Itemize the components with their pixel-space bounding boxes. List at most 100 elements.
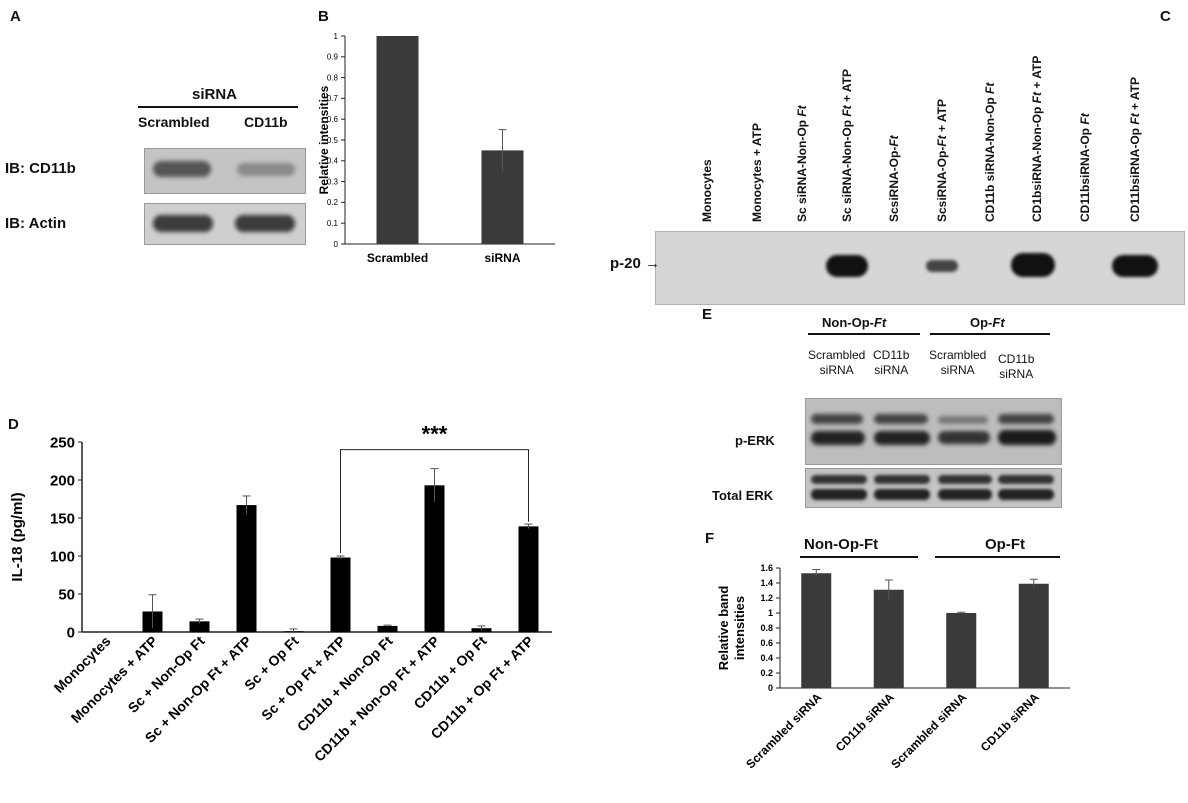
panel-a-letter: A xyxy=(10,8,21,25)
panel-e-letter: E xyxy=(702,306,713,323)
panel-a-lane-1: Scrambled xyxy=(138,114,210,130)
category-label: Scrambled xyxy=(367,251,428,265)
panel-e-group-2: Op-Ft xyxy=(970,315,1005,330)
panel-a-lane-2: CD11b xyxy=(244,114,288,130)
bar xyxy=(236,505,257,632)
panel-e-blot-perk xyxy=(805,398,1062,465)
panel-c-lane-label: CD11bsiRNA-Op Ft xyxy=(1078,113,1092,222)
blot-band xyxy=(811,475,867,484)
panel-f-group-2: Op-Ft xyxy=(985,536,1025,553)
blot-band xyxy=(826,255,868,277)
y-tick-label: 0.9 xyxy=(327,53,339,62)
panel-c-lane-label: CD1bsiRNA-Non-Op Ft + ATP xyxy=(1030,55,1044,222)
panel-a-blot-actin xyxy=(144,203,306,245)
panel-b-letter: B xyxy=(318,8,329,25)
blot-band xyxy=(938,431,990,444)
blot-band xyxy=(998,475,1054,484)
panel-e-row-1: p-ERK xyxy=(735,433,775,448)
y-tick-label: 0.1 xyxy=(327,219,339,228)
panel-e-group-1-line xyxy=(808,333,920,335)
bar xyxy=(376,36,419,244)
y-axis-label: Relative band xyxy=(716,586,731,671)
panel-c-lane-label: Monocytes + ATP xyxy=(750,122,764,222)
y-tick-label: 0 xyxy=(768,683,773,693)
panel-f-group-2-line xyxy=(935,556,1060,558)
y-tick-label: 0 xyxy=(67,624,75,641)
y-tick-label: 150 xyxy=(50,510,75,527)
category-label: Monocytes + ATP xyxy=(68,633,161,726)
y-tick-label: 0.2 xyxy=(327,198,339,207)
panel-e-lane-3: Scrambled siRNA xyxy=(929,348,987,377)
y-tick-label: 0.6 xyxy=(760,638,773,648)
y-tick-label: 0.4 xyxy=(760,653,773,663)
blot-band xyxy=(874,431,930,445)
y-tick-label: 0.5 xyxy=(327,136,339,145)
bar xyxy=(946,613,977,688)
blot-band xyxy=(1112,255,1158,277)
category-label: siRNA xyxy=(484,251,520,265)
blot-band xyxy=(998,430,1056,445)
blot-band xyxy=(998,414,1054,424)
panel-a-header-line xyxy=(138,106,298,108)
blot-band xyxy=(874,489,930,500)
y-tick-label: 50 xyxy=(58,586,75,603)
category-label: Scrambled siRNA xyxy=(888,690,969,771)
panel-e-row-2: Total ERK xyxy=(712,488,774,503)
panel-f-letter: F xyxy=(705,530,715,547)
y-tick-label: 1.2 xyxy=(760,593,773,603)
blot-band xyxy=(811,431,865,445)
panel-c-lane-label: Sc siRNA-Non-Op Ft xyxy=(795,105,809,222)
panel-e-blot-total-erk xyxy=(805,468,1062,508)
panel-c-band-label: p-20 → xyxy=(610,255,661,272)
category-label: CD11b siRNA xyxy=(833,690,897,754)
y-axis-label: intensities xyxy=(732,596,747,660)
panel-a-row-2: IB: Actin xyxy=(5,215,67,232)
panel-e-group-2-line xyxy=(930,333,1050,335)
bar xyxy=(518,526,539,632)
category-label: Scrambled siRNA xyxy=(743,690,824,771)
y-tick-label: 1.6 xyxy=(760,563,773,573)
y-tick-label: 0.4 xyxy=(327,157,339,166)
y-axis-label: Relative intensities xyxy=(317,85,331,194)
panel-a-header: siRNA xyxy=(192,86,238,103)
significance-bracket xyxy=(340,449,529,553)
panel-e-lane-2: CD11b siRNA xyxy=(873,348,910,377)
blot-band xyxy=(235,215,295,232)
panel-b-chart: 0 0.1 0.2 0.3 0.4 0.5 0.6 0.7 0.8 0.9 1 Scrambled si… xyxy=(317,32,555,265)
panel-e-lane-1: Scrambled siRNA xyxy=(808,348,866,377)
blot-band xyxy=(1011,253,1055,277)
y-tick-label: 1 xyxy=(768,608,773,618)
panel-e-lane-4: CD11b siRNA xyxy=(998,352,1035,381)
y-tick-label: 250 xyxy=(50,434,75,451)
blot-band xyxy=(938,416,988,424)
y-tick-label: 1 xyxy=(334,32,339,41)
bar xyxy=(873,589,904,688)
panel-c-lane-label: ScsiRNA-Op-Ft xyxy=(887,135,901,222)
blot-band xyxy=(998,489,1054,500)
bar xyxy=(189,621,210,632)
y-tick-label: 0.8 xyxy=(760,623,773,633)
significance-label: *** xyxy=(422,422,448,447)
panel-a-blot-cd11b xyxy=(144,148,306,194)
blot-band xyxy=(938,489,992,500)
panel-c-lane-label: ScsiRNA-Op-Ft + ATP xyxy=(935,98,949,222)
y-tick-label: 0.6 xyxy=(327,115,339,124)
panel-f-group-1-line xyxy=(800,556,918,558)
blot-band xyxy=(874,414,928,424)
bar xyxy=(377,625,398,632)
y-tick-label: 0.2 xyxy=(760,668,773,678)
panel-c-lane-label: Monocytes xyxy=(700,159,714,222)
panel-f-group-1: Non-Op-Ft xyxy=(804,536,879,553)
panel-e-group-1: Non-Op-Ft xyxy=(822,315,887,330)
bar xyxy=(424,485,445,632)
y-tick-label: 0.7 xyxy=(327,94,339,103)
y-axis-label: IL-18 (pg/ml) xyxy=(9,492,26,581)
panel-c-blot xyxy=(655,231,1185,305)
bar xyxy=(330,557,351,632)
category-label: CD11b siRNA xyxy=(978,690,1042,754)
blot-band xyxy=(926,260,958,272)
blot-band xyxy=(938,475,992,484)
blot-band xyxy=(874,475,930,484)
blot-band xyxy=(153,215,213,232)
